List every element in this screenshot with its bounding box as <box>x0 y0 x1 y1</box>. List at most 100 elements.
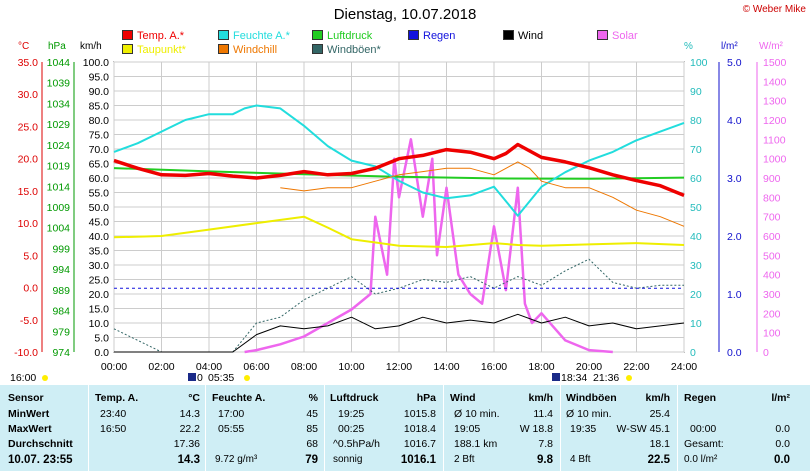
pressure-tick-label: 979 <box>52 326 70 338</box>
wind-tick-label: 70.0 <box>89 144 110 156</box>
table-row-current: 10.07. 23:55 14.3 9.72 g/m³ 79 sonnig 10… <box>0 453 810 467</box>
hum-max-value: 85 <box>306 423 318 435</box>
gust-avg-value: 18.1 <box>649 438 670 450</box>
rain-rate: 0.0 l/m² <box>684 454 718 465</box>
stats-table: Sensor Temp. A. °C Feuchte A. % Luftdruc… <box>0 385 810 471</box>
x-tick-label: 24:00 <box>671 361 697 373</box>
x-tick-label: 12:00 <box>386 361 412 373</box>
gust-max-time: 19:35 <box>570 423 597 435</box>
solar-tick-label: 1400 <box>763 76 787 88</box>
rain-current-value: 0.0 <box>774 454 790 466</box>
x-tick-label: 20:00 <box>576 361 602 373</box>
hum-current-value: 79 <box>305 454 318 466</box>
header-rain-unit: l/m² <box>771 392 790 404</box>
legend-label: Windchill <box>233 44 278 56</box>
wind-tick-label: 25.0 <box>89 275 110 287</box>
x-tick-label: 06:00 <box>243 361 269 373</box>
chart-title: Dienstag, 10.07.2018 <box>333 6 477 23</box>
pressure-tick-label: 1034 <box>47 98 71 110</box>
gust-max-value: W-SW 45.1 <box>616 423 670 435</box>
gust-beaufort: 4 Bft <box>570 454 591 465</box>
humidity-tick-label: 60 <box>690 173 702 185</box>
moon-icon <box>552 373 560 381</box>
x-tick-label: 04:00 <box>196 361 222 373</box>
solar-tick-label: 300 <box>763 289 781 301</box>
legend-label: Regen <box>423 30 456 42</box>
temp-tick-label: 0.0 <box>23 283 38 295</box>
solar-tick-label: 1500 <box>763 57 787 69</box>
wind-distance: 188.1 km <box>454 438 498 450</box>
wind-tick-label: 90.0 <box>89 86 110 98</box>
abs-humidity: 9.72 g/m³ <box>215 454 258 465</box>
legend-swatch <box>218 30 229 40</box>
humidity-tick-label: 80 <box>690 115 702 127</box>
wind-tick-label: 55.0 <box>89 188 110 200</box>
series-line-windben <box>113 258 684 353</box>
header-pressure: Luftdruck <box>330 392 379 404</box>
sunset-label: 21:36 <box>593 372 619 384</box>
table-row-avg: Durchschnitt 17.36 68 ^0.5hPa/h 1016.7 1… <box>0 437 810 451</box>
legend-label: Windböen* <box>327 44 381 56</box>
solar-tick-label: 1200 <box>763 115 787 127</box>
solar-tick-label: 500 <box>763 250 781 262</box>
temp-tick-label: 30.0 <box>18 89 39 101</box>
solar-tick-label: 0 <box>763 347 769 359</box>
rain-tick-label: 2.0 <box>727 231 742 243</box>
press-max-time: 00:25 <box>338 423 365 435</box>
wind-tick-label: 85.0 <box>89 101 110 113</box>
pressure-tick-label: 989 <box>52 285 70 297</box>
humidity-tick-label: 10 <box>690 318 702 330</box>
humidity-tick-label: 30 <box>690 260 702 272</box>
legend-swatch <box>312 44 323 54</box>
table-row-max: MaxWert 16:50 22.2 05:55 85 00:25 1018.4… <box>0 422 810 436</box>
wind-unit: km/h <box>80 41 102 52</box>
rain-tick-label: 4.0 <box>727 115 742 127</box>
temp-avg-value: 17.36 <box>173 438 200 450</box>
x-tick-label: 00:00 <box>101 361 127 373</box>
series-line-solar <box>244 138 613 354</box>
temp-tick-label: 5.0 <box>23 250 38 262</box>
header-gust-unit: km/h <box>645 392 670 404</box>
row-label: MinWert <box>8 408 50 420</box>
header-gust: Windböen <box>566 392 617 404</box>
gust-min-value: 25.4 <box>649 408 670 420</box>
pressure-tick-label: 1039 <box>47 78 71 90</box>
pressure-tick-label: 1024 <box>47 140 71 152</box>
solar-tick-label: 100 <box>763 328 781 340</box>
pressure-tick-label: 1029 <box>47 119 71 131</box>
wind-tick-label: 95.0 <box>89 72 110 84</box>
pressure-tick-label: 999 <box>52 243 70 255</box>
legend-swatch <box>597 30 608 40</box>
solar-tick-label: 1100 <box>763 134 786 146</box>
pressure-tick-label: 994 <box>52 264 70 276</box>
wind-beaufort: 2 Bft <box>454 454 475 465</box>
series-line-luftdruck <box>113 167 685 180</box>
weather-forecast: sonnig <box>333 454 363 465</box>
wind-current-value: 9.8 <box>537 454 553 466</box>
series-line-tempa <box>113 142 685 198</box>
solar-tick-label: 400 <box>763 270 781 282</box>
legend-item: Taupunkt* <box>122 44 186 56</box>
legend-label: Feuchte A.* <box>233 30 290 42</box>
solar-tick-label: 600 <box>763 231 781 243</box>
solar-tick-label: 800 <box>763 192 781 204</box>
temp-unit: °C <box>18 41 30 52</box>
rain-max-time: 00:00 <box>690 423 717 435</box>
solar-tick-label: 1300 <box>763 96 787 108</box>
rain-max-value: 0.0 <box>775 423 790 435</box>
wind-tick-label: 65.0 <box>89 159 110 171</box>
wind-min-value: 11.4 <box>533 408 553 420</box>
wind-tick-label: 100.0 <box>83 57 109 69</box>
wind-tick-label: 75.0 <box>89 130 110 142</box>
hum-min-value: 45 <box>306 408 318 420</box>
temp-tick-label: 15.0 <box>18 186 39 198</box>
temp-current-value: 14.3 <box>177 454 200 466</box>
sun-icon <box>626 375 632 381</box>
copyright-label: © Weber Mike <box>742 4 806 15</box>
moon-prefix-label: 0 <box>197 372 203 384</box>
wind-tick-label: 45.0 <box>89 217 110 229</box>
wind-tick-label: 15.0 <box>89 304 110 316</box>
temp-min-time: 23:40 <box>100 408 127 420</box>
legend-swatch <box>408 30 419 40</box>
table-header-row: Sensor Temp. A. °C Feuchte A. % Luftdruc… <box>0 391 810 405</box>
